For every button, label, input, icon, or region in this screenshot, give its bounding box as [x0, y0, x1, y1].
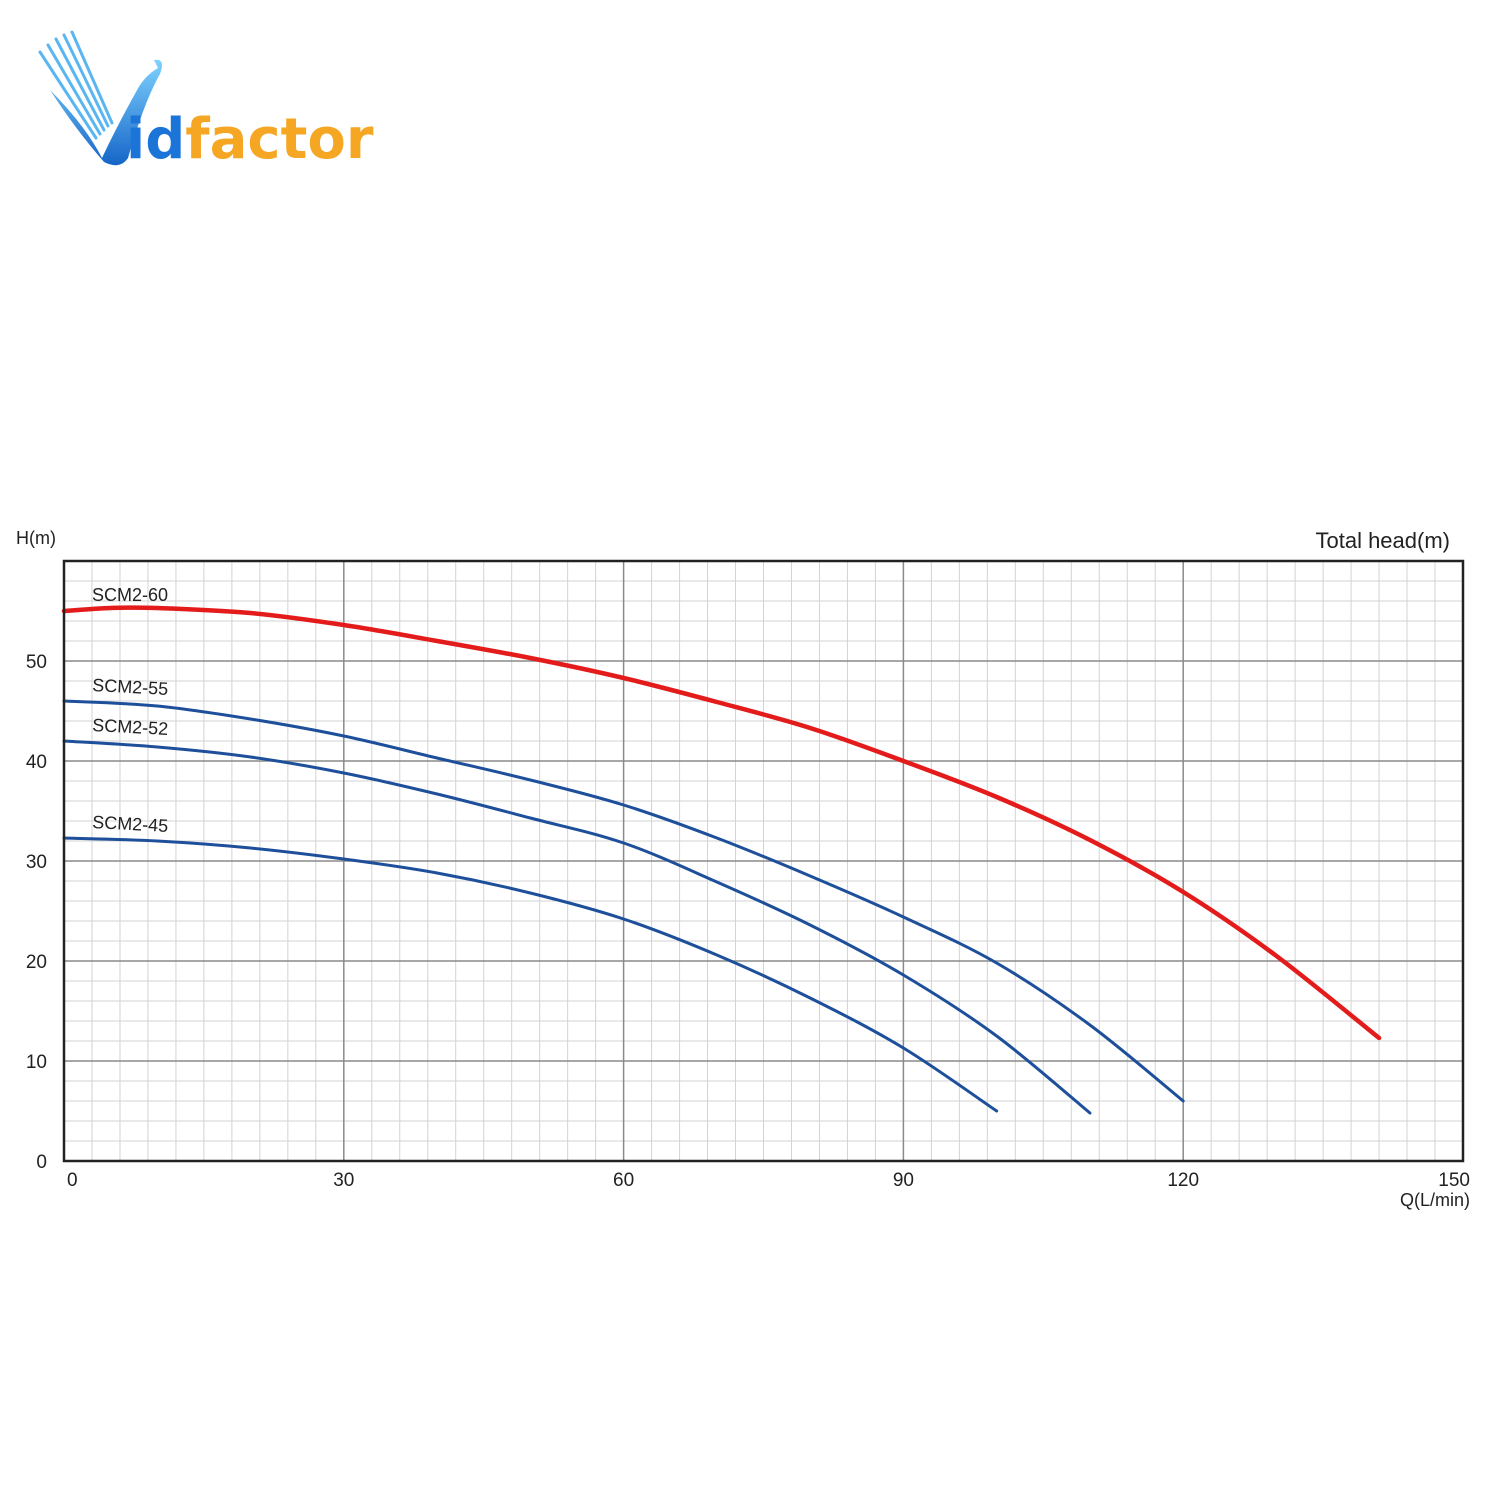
logo-feather-strokes	[38, 30, 114, 140]
logo-wordmark: idfactor	[126, 107, 374, 172]
series-line-scm2-52	[62, 739, 1092, 1115]
chart-title: Total head(m)	[1315, 528, 1450, 553]
y-tick-label: 10	[26, 1052, 47, 1073]
x-tick-labels: 0 30 60 90 120 150	[67, 1170, 1470, 1191]
y-axis-title: H(m)	[16, 528, 56, 548]
vidfactor-logo: idfactor	[38, 30, 374, 172]
x-axis-title: Q(L/min)	[1400, 1190, 1470, 1210]
x-tick-label: 0	[67, 1170, 78, 1191]
major-grid	[64, 561, 1463, 1161]
series-line-scm2-60	[61, 605, 1382, 1041]
series-curves	[61, 605, 1382, 1115]
series-line-scm2-55	[62, 699, 1185, 1103]
y-tick-label: 50	[26, 652, 47, 673]
x-tick-label: 90	[893, 1170, 914, 1191]
x-tick-label: 30	[333, 1170, 354, 1191]
x-tick-label: 60	[613, 1170, 634, 1191]
y-tick-label: 30	[26, 852, 47, 873]
y-tick-label: 0	[36, 1152, 47, 1173]
series-label-scm2-60: SCM2-60	[92, 585, 168, 605]
series-label-scm2-52: SCM2-52	[92, 715, 169, 739]
series-labels: SCM2-60 SCM2-55 SCM2-52 SCM2-45	[92, 585, 169, 836]
y-tick-label: 20	[26, 952, 47, 973]
x-tick-label: 120	[1167, 1170, 1199, 1191]
x-tick-label: 150	[1438, 1170, 1470, 1191]
y-tick-label: 40	[26, 752, 47, 773]
series-label-scm2-55: SCM2-55	[92, 675, 169, 699]
series-line-scm2-45	[62, 836, 999, 1113]
series-label-scm2-45: SCM2-45	[92, 812, 169, 836]
logo-v-mark	[50, 59, 162, 166]
plot-frame	[62, 559, 1465, 1163]
y-tick-labels: 0 10 20 30 40 50	[26, 652, 47, 1173]
